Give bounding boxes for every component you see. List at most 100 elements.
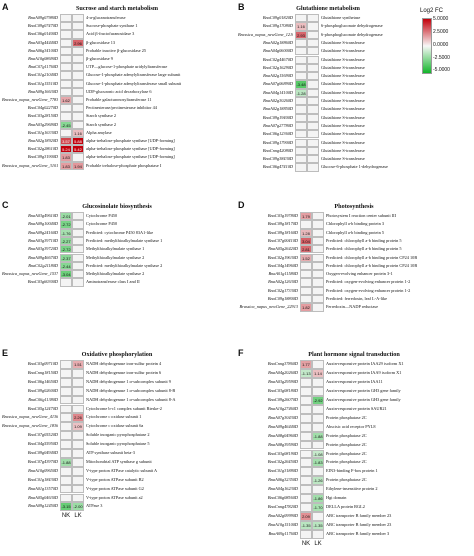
heatmap-cell-nk — [300, 449, 312, 459]
gene-id: BnaC03g19780D — [267, 213, 298, 218]
heatmap-cell-nk: 3.57 — [60, 137, 72, 146]
heatmap-cell-lk — [307, 72, 319, 81]
gene-id: BnaC09g31900D — [27, 154, 58, 160]
heatmap-cell-lk: -2.00 — [72, 502, 84, 512]
heatmap-row: BnaC03g08180D Auxin-responsive protein GH… — [238, 386, 470, 396]
gene-id: BnaC03g60300D — [27, 279, 58, 285]
heatmap-row: BnaA03g49610D -2.01 Cytochrome P450 — [2, 212, 232, 221]
heatmap-cell-nk — [300, 220, 312, 229]
gene-description: NADH dehydrogenase 1 α-subcomplex subuni… — [86, 396, 176, 402]
gene-id: BnaA02g15690D — [263, 73, 293, 79]
heatmap-cell-nk — [300, 377, 312, 387]
gene-description: 4-α-glucanotransferase — [86, 15, 126, 20]
gene-description: Glutathione S-transferase — [321, 64, 365, 70]
heatmap-cell-nk — [60, 46, 72, 55]
heatmap-cell-lk — [312, 422, 324, 432]
gene-description: Glutathione S-transferase — [321, 114, 365, 120]
gene-id: BnaA04g16230D — [268, 486, 298, 492]
heatmap-row: BnaC07g00410D 3.04 Predicted: chlorophyll … — [238, 236, 470, 246]
gene-description: Protein phosphatase 2C — [326, 441, 367, 447]
gene-id: BnaC01g16330D — [27, 129, 58, 135]
heatmap-cell-nk — [300, 422, 312, 432]
gene-description: Glutathione S-transferase — [321, 89, 365, 95]
gene-description: Methylthioalkylmalate synthase 1 — [86, 246, 145, 252]
gene-description: V-type proton ATPase subunit a2 — [86, 494, 143, 500]
gene-description: Glutathione S-transferase — [321, 81, 365, 87]
heatmap-cell-nk — [295, 63, 307, 73]
gene-description: EIN3-binding F-box protein 1 — [326, 468, 378, 474]
heatmap-row: BnaA09g12450D -3.15 -2.00 ATPase 3 — [2, 502, 232, 512]
gene-description: NADH dehydrogenase 1 α-subcomplex subuni… — [86, 387, 176, 393]
heatmap-cell-lk — [72, 112, 84, 121]
gene-id: BnaC06g08560D — [267, 495, 298, 501]
gene-id: BnaC09g17900D — [262, 139, 293, 145]
heatmap-cell-lk — [312, 404, 324, 414]
heatmap-cell-nk — [300, 386, 312, 396]
heatmap-cell-nk — [60, 440, 72, 449]
heatmap-cell-lk: -1.26 — [312, 476, 324, 486]
heatmap-row: BnaA08g39590D Protein phosphatase 2C — [238, 440, 470, 450]
gene-description: Mitochondrial ATP synthase g subunit — [86, 458, 152, 464]
heatmap-row: Brassica_napus_newGene_15376 -3.04 Methylt… — [2, 270, 232, 279]
heatmap-cell-nk — [300, 476, 312, 486]
gene-description: Predicted: oxygen-evolving enhancer prot… — [326, 279, 411, 285]
gene-id: BnaC07g05520D — [27, 432, 58, 438]
heatmap-cell-lk — [312, 270, 324, 279]
gene-id: BnaA01g11580D — [268, 271, 298, 277]
gene-description: Soluble inorganic pyrophosphatase 5 — [86, 441, 150, 447]
heatmap-cell-lk — [307, 138, 319, 147]
heatmap-cell-lk — [307, 30, 319, 39]
heatmap-row: BnaC01g21040D Glucose-1-phosphate adenyly… — [2, 71, 232, 80]
gene-id: BnaC06g12360D — [262, 131, 293, 137]
heatmap-cell-nk: -1.76 — [60, 228, 72, 237]
heatmap-cell-nk: 2.81 — [300, 245, 312, 254]
gene-id: BnaC06g11380D — [28, 396, 58, 402]
gene-description: Glutathione S-transferase — [321, 48, 365, 54]
gene-description: alpha-trehalose-phosphate synthase [UDP-… — [86, 138, 175, 143]
heatmap-cell-lk — [312, 253, 324, 262]
heatmap-row: BnaC09g18160D 1.28 Chlorophyll a-b binding… — [238, 228, 470, 237]
heatmap-cell-lk — [312, 278, 324, 287]
heatmap-cell-nk: 1.83 — [60, 161, 72, 170]
heatmap-cell-lk — [72, 475, 84, 485]
heatmap-cell-nk: 1.79 — [300, 212, 312, 221]
gene-description: ATPase 3 — [86, 503, 103, 509]
gene-id: BnaC09g02600D — [27, 387, 58, 393]
heatmap-cell-lk — [72, 368, 84, 378]
gene-description: Glucose-6-phosphate 1-dehydrogenase — [321, 164, 388, 170]
gene-id: BnaC07g43970D — [27, 458, 58, 464]
gene-description: Hgt domain — [326, 495, 347, 501]
gene-description: Abscisic acid receptor PYL8 — [326, 423, 376, 429]
gene-description: ABC transporter B family member 3 — [326, 531, 390, 537]
heatmap-cell-lk — [312, 413, 324, 423]
heatmap-cell-lk — [307, 63, 319, 73]
gene-description: Glutathione S-transferase — [321, 147, 365, 153]
heatmap-cell-nk — [295, 155, 307, 164]
gene-id: BnaC02g28610D — [27, 146, 58, 152]
heatmap-row: BnaA04g16230D Ethylene-insensitive protei… — [238, 485, 470, 495]
heatmap-cell-nk — [60, 112, 72, 121]
gene-id: BnaA07g27780D — [263, 122, 293, 128]
heatmap-cell-nk — [295, 121, 307, 131]
gene-id: BnaA09g10040D — [28, 221, 58, 227]
heatmap-row: BnaA09g16630D UDP-glucuronic acid decarbo… — [2, 87, 232, 96]
heatmap-cell-lk — [307, 121, 319, 131]
gene-description: alpha-trehalose-phosphate synthase [UDP-… — [86, 154, 175, 160]
gene-id: BnaC09g01820D — [262, 15, 293, 20]
heatmap-row: BnaC06g01400D Acid β-fructofuranosidase 3 — [2, 30, 232, 39]
gene-id: BnaA10g15100D — [268, 522, 298, 528]
heatmap-row: BnaA08g04960D -1.88 Protein phosphatase 2C — [238, 431, 470, 441]
heatmap-cell-nk: -1.35 — [300, 521, 312, 531]
heatmap-cell-lk: 1.51 — [72, 360, 84, 369]
gene-description: Glutathione synthetase — [321, 15, 361, 20]
heatmap-cell-lk: 1.09 — [72, 422, 84, 432]
heatmap-row: BnaA01g13570D V-type proton ATPase subuni… — [2, 484, 232, 494]
gene-description: Cytochrome c oxidase subunit 1 — [86, 414, 142, 420]
heatmap-cell-lk — [72, 449, 84, 458]
heatmap-cell-lk — [312, 360, 324, 369]
gene-description: V-type proton ATPase subunit G2 — [86, 485, 144, 491]
gene-id: BnaC02g26450D — [267, 459, 298, 465]
gene-description: Glutathione S-transferase — [321, 98, 365, 103]
heatmap-cell-nk — [300, 458, 312, 468]
heatmap-cell-lk — [307, 22, 319, 31]
